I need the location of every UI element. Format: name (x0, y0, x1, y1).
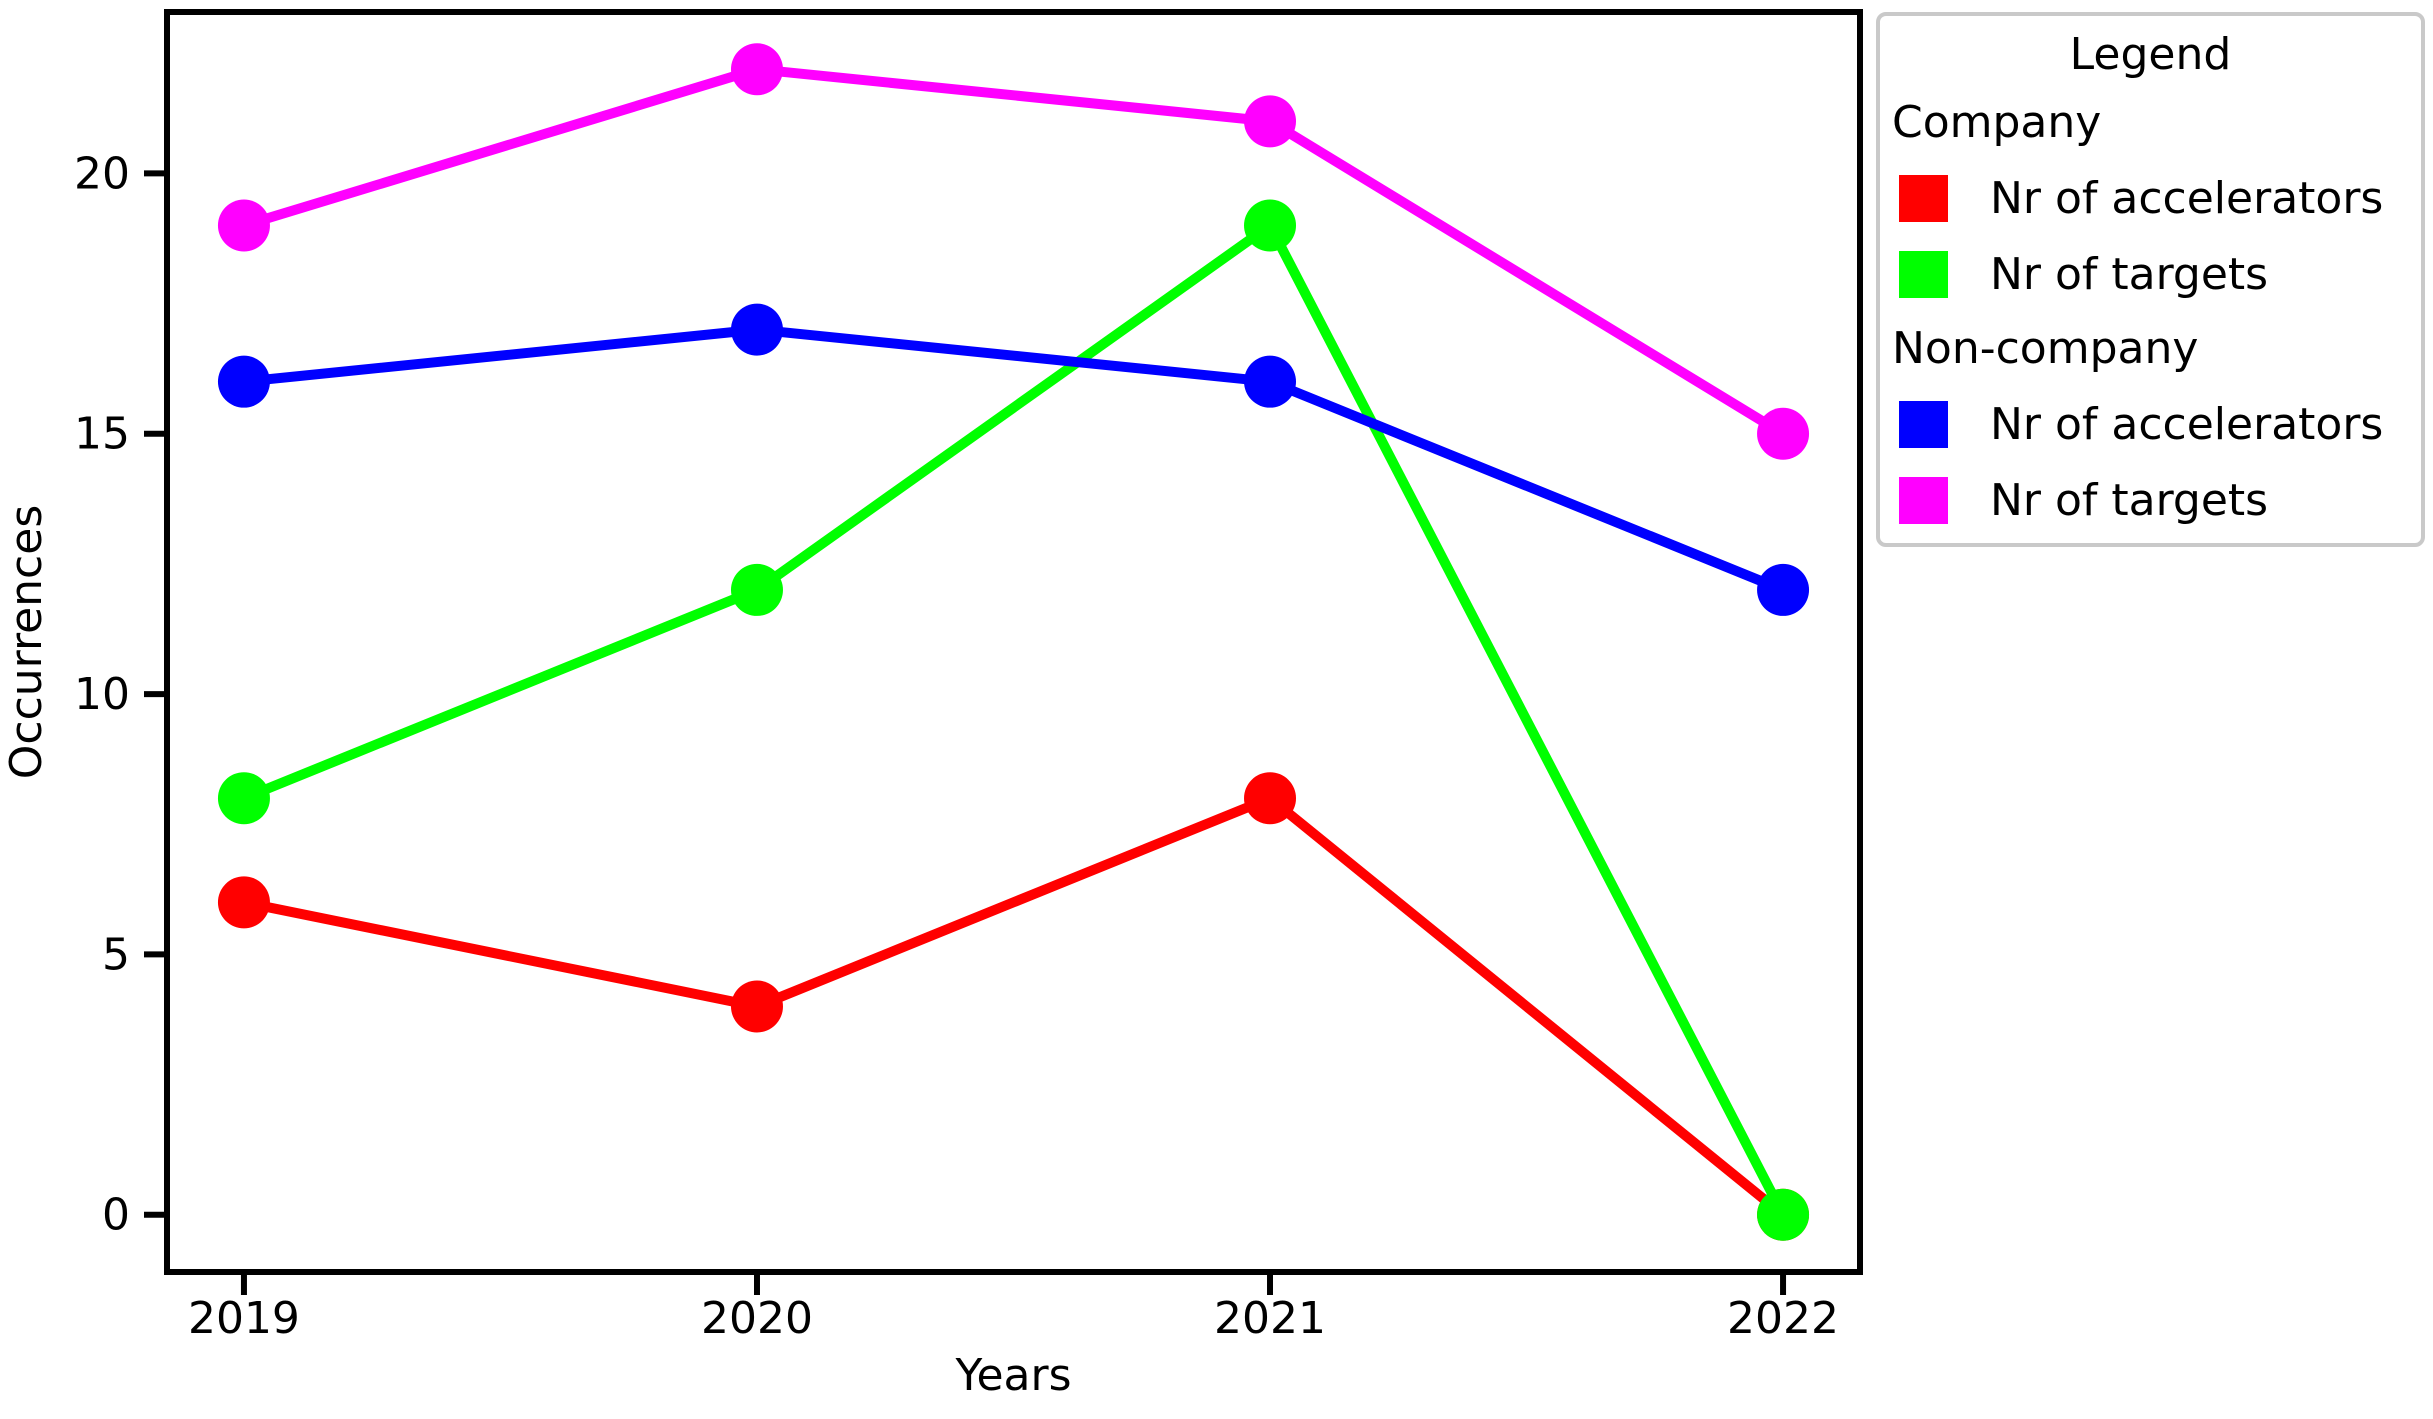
y-tick-label: 15 (74, 409, 130, 460)
legend-item-label: Nr of targets (1990, 474, 2269, 526)
x-tick-label: 2022 (1727, 1293, 1839, 1344)
data-point-non-company-nr-of-accelerators (217, 355, 270, 408)
series-line-non-company-nr-of-accelerators (243, 324, 1785, 595)
series-line-company-nr-of-targets (242, 220, 1788, 1218)
legend-item-label: Nr of targets (1990, 248, 2269, 300)
y-tick-label: 20 (74, 148, 130, 199)
x-axis-title: Years (955, 1350, 1072, 1401)
data-point-company-nr-of-accelerators (217, 876, 270, 929)
blue-swatch-icon (1899, 400, 1948, 448)
green-swatch-icon (1899, 250, 1948, 298)
data-point-non-company-nr-of-targets (730, 43, 783, 96)
data-point-company-nr-of-accelerators (1244, 772, 1297, 825)
x-tick-label: 2020 (701, 1293, 813, 1344)
legend-item-label: Nr of accelerators (1990, 172, 2384, 224)
legend-item-company-accelerators: Nr of accelerators (1880, 160, 2421, 236)
legend-group-company: Company (1892, 97, 2102, 148)
data-point-non-company-nr-of-targets (1244, 95, 1297, 148)
data-point-non-company-nr-of-accelerators (1757, 563, 1810, 616)
legend-title: Legend (2069, 29, 2232, 80)
series-line-non-company-nr-of-targets (242, 64, 1786, 439)
data-point-company-nr-of-targets (730, 563, 783, 616)
red-swatch-icon (1899, 174, 1948, 222)
legend-item-company-targets: Nr of targets (1880, 236, 2421, 312)
legend-item-label: Nr of accelerators (1990, 398, 2384, 450)
data-point-non-company-nr-of-targets (217, 199, 270, 252)
data-point-company-nr-of-targets (217, 772, 270, 825)
x-tick-label: 2019 (188, 1293, 300, 1344)
series-line-company-nr-of-accelerators (242, 793, 1787, 1219)
data-point-company-nr-of-accelerators (730, 980, 783, 1033)
legend-item-non-company-accelerators: Nr of accelerators (1880, 386, 2421, 462)
x-tick-label: 2021 (1214, 1293, 1326, 1344)
y-tick-label: 10 (74, 669, 130, 720)
data-point-non-company-nr-of-accelerators (1244, 355, 1297, 408)
y-axis-title: Occurrences (1, 504, 52, 780)
y-tick-label: 0 (102, 1190, 130, 1241)
data-point-non-company-nr-of-accelerators (730, 303, 783, 356)
legend-item-non-company-targets: Nr of targets (1880, 462, 2421, 538)
data-point-non-company-nr-of-targets (1757, 407, 1810, 460)
plot-border (164, 9, 1863, 1275)
data-point-company-nr-of-targets (1244, 199, 1297, 252)
legend: Legend Company Nr of accelerators Nr of … (1876, 12, 2425, 547)
magenta-swatch-icon (1899, 476, 1948, 524)
data-point-company-nr-of-targets (1757, 1188, 1810, 1241)
y-tick-label: 5 (102, 929, 130, 980)
legend-group-non-company: Non-company (1892, 323, 2199, 374)
